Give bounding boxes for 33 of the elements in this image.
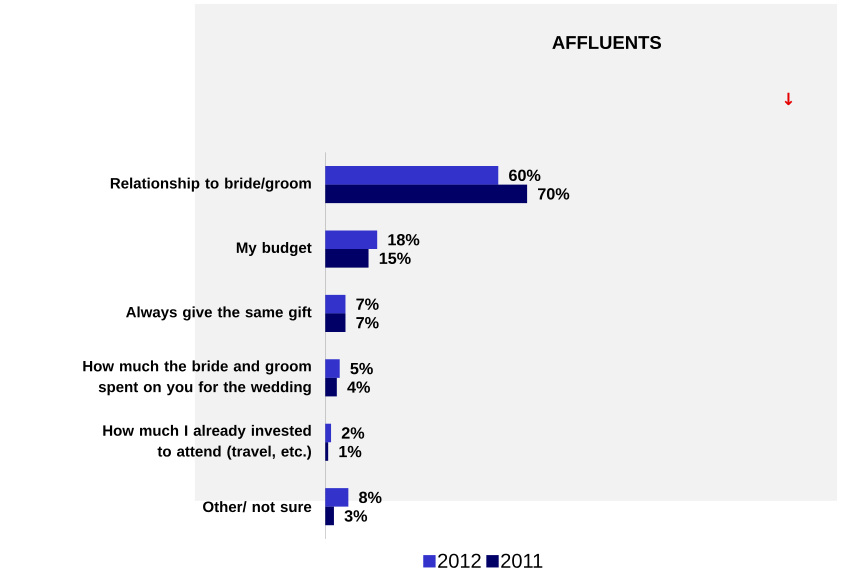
text: AFFLUENTS — [552, 36, 662, 50]
y-tick-label: Relationship to bride/groom — [110, 178, 311, 192]
legend-label: 2012 — [438, 554, 481, 568]
bar — [325, 488, 348, 507]
y-tick-label: My budget — [236, 242, 312, 256]
data-label: 18% — [388, 234, 420, 246]
y-tick-label: How much I already invested to attend (travel, etc.) — [103, 424, 311, 460]
data-label: 7% — [356, 317, 379, 328]
y-tick-label: How much the bride and groom spent on you for the wedding — [83, 360, 311, 396]
text: ↓ — [784, 92, 792, 106]
data-label: 2% — [342, 427, 364, 439]
y-tick-label: Other/ not sure — [203, 501, 312, 512]
y-tick-label: Always give the same gift — [126, 306, 312, 320]
data-label: 1% — [339, 446, 362, 458]
bar — [325, 359, 340, 378]
bar — [325, 249, 369, 268]
bar — [325, 184, 528, 204]
data-label: 15% — [380, 252, 411, 264]
data-label: 7% — [356, 298, 379, 310]
bar — [325, 506, 334, 526]
data-label: 60% — [509, 170, 540, 182]
data-label: 5% — [350, 362, 373, 374]
data-label: 4% — [347, 381, 370, 393]
bar — [325, 378, 337, 396]
bar — [325, 294, 346, 314]
legend-label: 2011 — [501, 554, 542, 568]
bar — [325, 313, 346, 332]
bar — [325, 230, 378, 250]
bar — [325, 424, 332, 442]
data-label: 8% — [359, 492, 382, 504]
bar — [325, 166, 498, 185]
data-label: 70% — [538, 188, 570, 200]
data-label: 3% — [344, 510, 368, 522]
